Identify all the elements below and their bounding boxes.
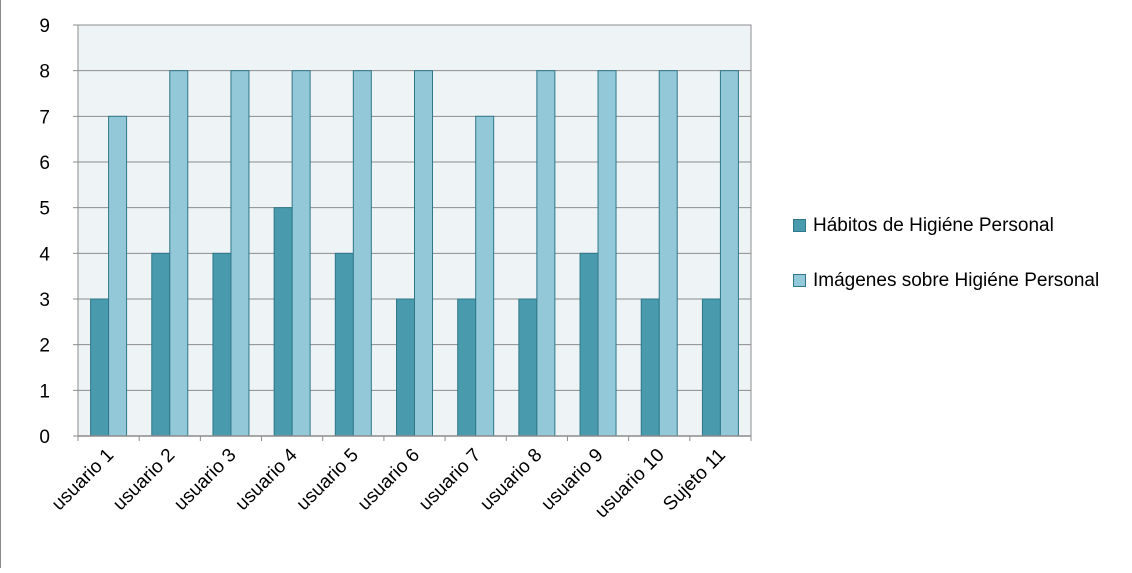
x-tick-label: usuario 3 <box>170 445 240 515</box>
x-tick-label: Sujeto 11 <box>659 445 730 516</box>
bar-habitos <box>518 298 538 437</box>
x-tick-label: usuario 8 <box>476 445 546 515</box>
bar-habitos <box>90 298 110 437</box>
legend-label-habitos: Hábitos de Higiéne Personal <box>813 215 1054 236</box>
bar-habitos <box>396 298 415 437</box>
bar-habitos <box>457 298 477 437</box>
bar-imagenes <box>597 70 617 437</box>
y-tick-label: 0 <box>39 427 50 448</box>
bar-imagenes <box>230 70 250 437</box>
bar-imagenes <box>352 70 372 437</box>
bar-imagenes <box>108 115 128 437</box>
bar-habitos <box>701 298 721 437</box>
x-tick-label: usuario 5 <box>293 445 363 515</box>
bar-habitos <box>579 252 599 437</box>
bar-habitos <box>212 252 232 437</box>
bar-imagenes <box>414 70 433 437</box>
bar-habitos <box>334 252 354 437</box>
x-tick-label: usuario 4 <box>232 444 302 514</box>
y-tick-label: 5 <box>39 199 50 220</box>
legend-item-habitos: Hábitos de Higiéne Personal <box>793 212 1128 239</box>
bar-imagenes <box>658 70 678 437</box>
legend: Hábitos de Higiéne Personal Imágenes sob… <box>793 212 1128 322</box>
y-tick-label: 1 <box>39 381 50 402</box>
y-axis-ticks: 0 1 2 3 4 5 6 7 8 9 <box>39 16 78 448</box>
legend-swatch-habitos <box>793 219 806 232</box>
y-tick-label: 8 <box>39 62 50 83</box>
legend-label-imagenes: Imágenes sobre Higiéne Personal <box>813 270 1100 291</box>
bar-habitos <box>640 298 660 437</box>
bar-imagenes <box>169 70 189 437</box>
y-tick-label: 6 <box>39 153 50 174</box>
bar-imagenes <box>475 115 495 437</box>
legend-item-imagenes: Imágenes sobre Higiéne Personal <box>793 267 1128 294</box>
bar-imagenes <box>719 70 739 437</box>
x-tick-label: usuario 1 <box>48 445 118 515</box>
y-tick-label: 3 <box>39 290 50 311</box>
y-tick-label: 9 <box>39 16 50 37</box>
bar-habitos <box>151 252 171 437</box>
y-tick-label: 4 <box>39 244 50 265</box>
x-tick-label: usuario 2 <box>109 445 179 515</box>
x-tick-label: usuario 7 <box>415 445 485 515</box>
bar-habitos <box>273 207 293 437</box>
bar-imagenes <box>536 70 556 437</box>
y-tick-label: 7 <box>39 107 50 128</box>
x-tick-label: usuario 6 <box>354 445 424 515</box>
y-tick-label: 2 <box>39 336 50 357</box>
legend-swatch-imagenes <box>793 274 806 287</box>
bar-imagenes <box>291 70 311 437</box>
